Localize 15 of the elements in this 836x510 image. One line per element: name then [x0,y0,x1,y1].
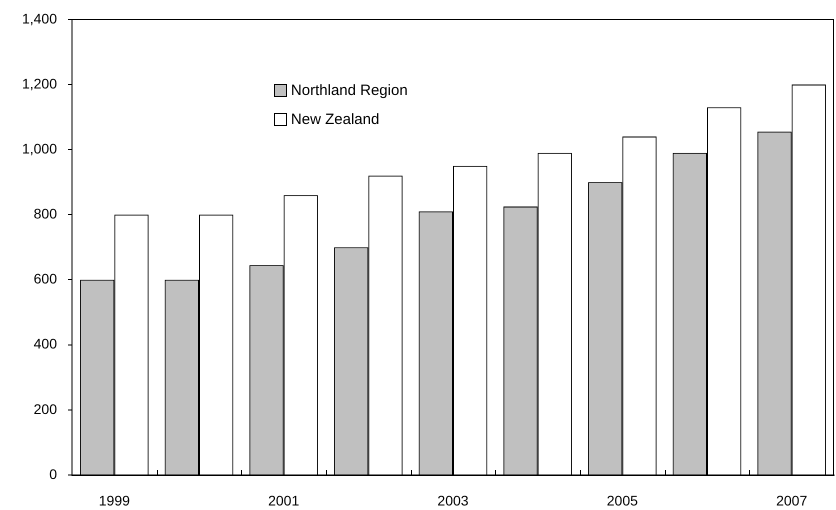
y-tick-label: 200 [34,400,58,417]
y-tick-label: 800 [34,206,58,222]
x-tick-label: 2003 [437,492,469,508]
x-tick-label: 1999 [98,492,130,508]
x-tick-label: 2001 [268,492,300,508]
y-tick-label: 0 [49,466,58,482]
legend-label: New Zealand [290,111,380,128]
y-tick-label: 600 [34,270,58,287]
y-tick-label: 400 [34,336,58,352]
x-tick-label: 2005 [606,492,638,508]
y-tick-label: 1,400 [22,10,58,26]
y-tick-label: 1,200 [22,75,58,92]
x-tick-label: 2007 [776,492,808,508]
legend-label: Northland Region [290,82,408,100]
y-tick-label: 1,000 [22,140,58,156]
